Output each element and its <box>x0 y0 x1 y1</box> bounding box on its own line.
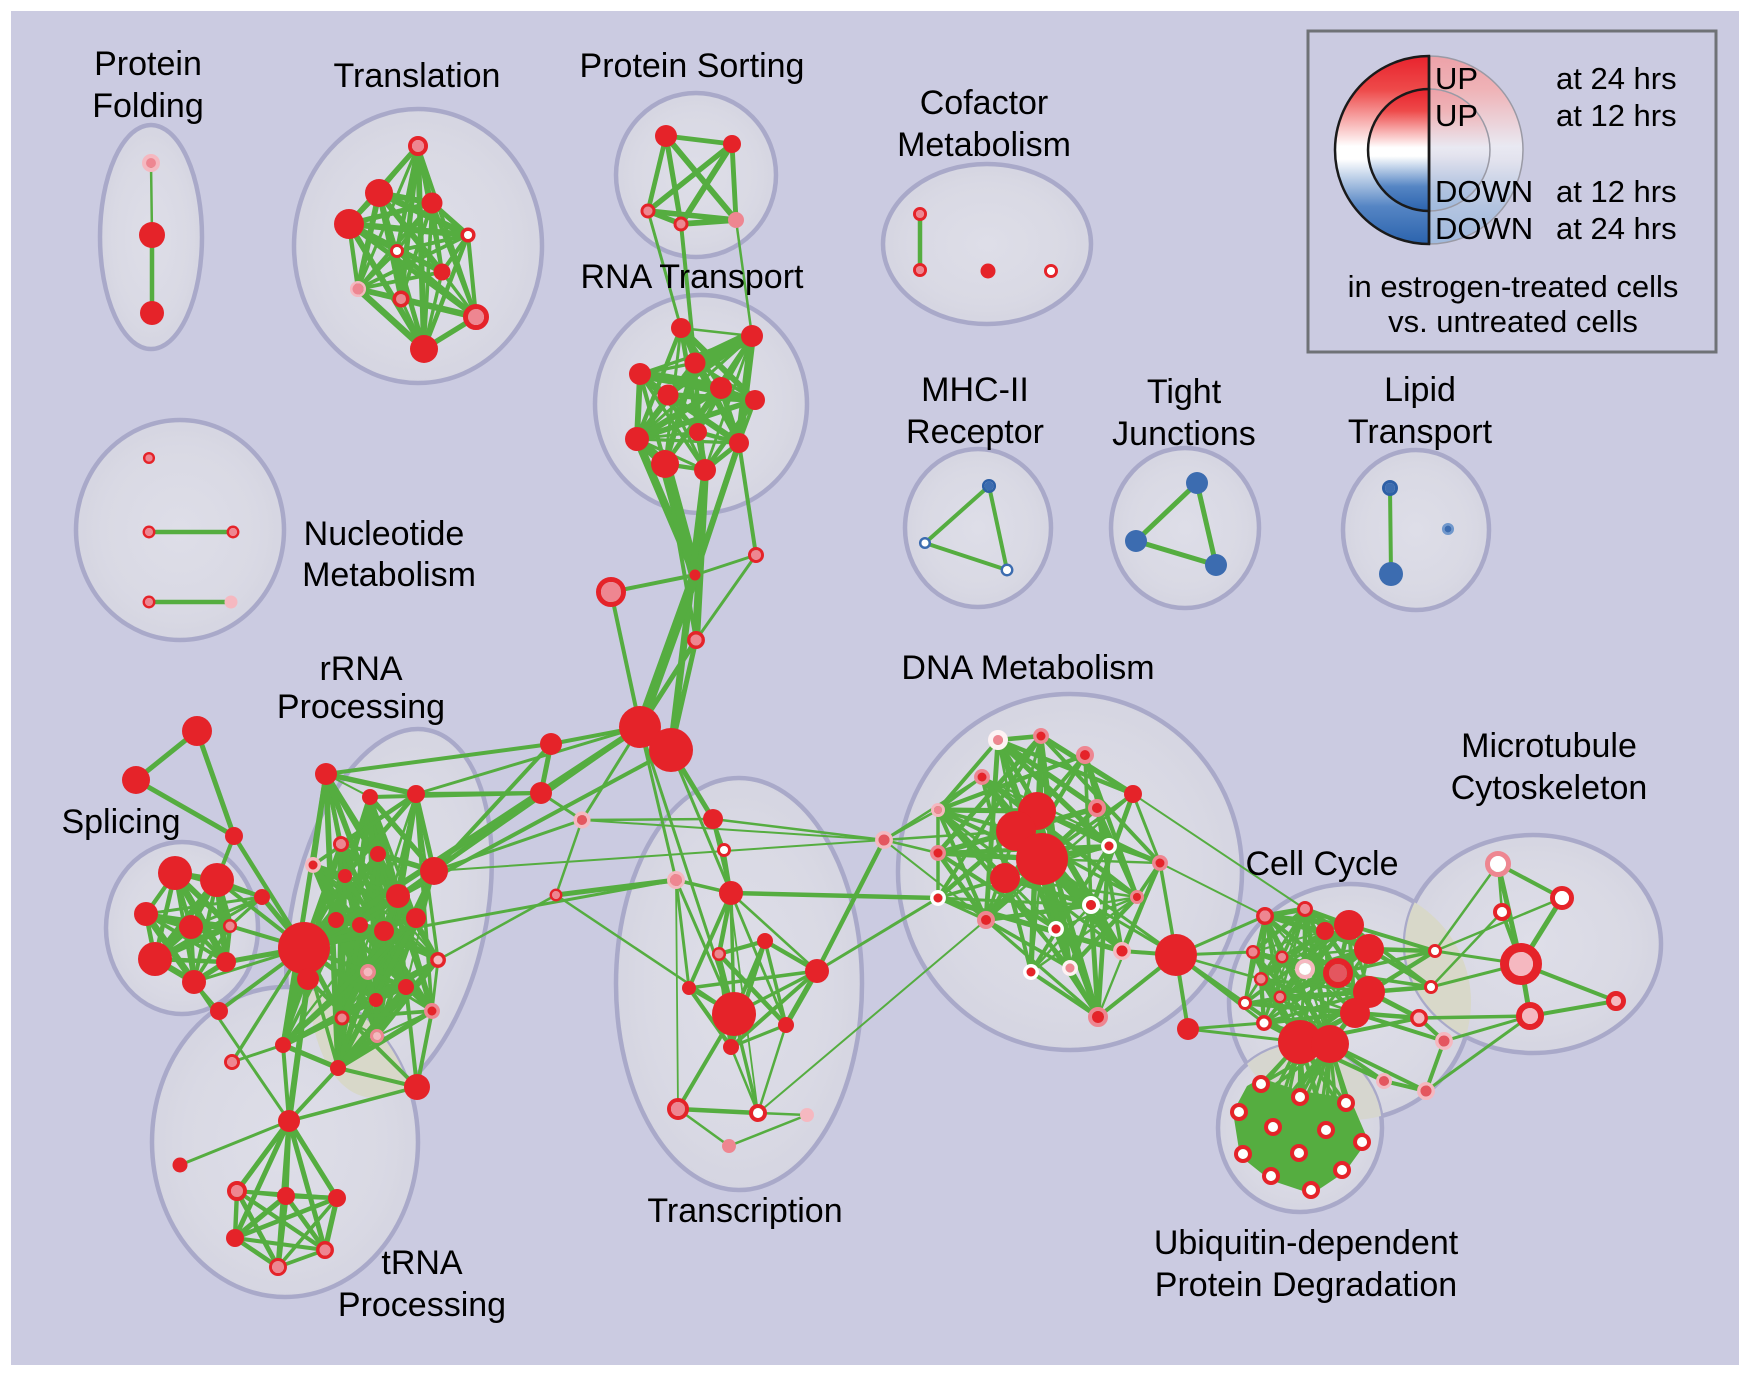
svg-text:at 12 hrs: at 12 hrs <box>1556 98 1677 133</box>
svg-text:UP: UP <box>1435 98 1478 133</box>
svg-text:in estrogen-treated cells: in estrogen-treated cells <box>1348 269 1679 304</box>
svg-text:DNA Metabolism: DNA Metabolism <box>901 649 1154 687</box>
svg-text:DOWN: DOWN <box>1435 174 1533 209</box>
svg-text:Processing: Processing <box>277 688 445 726</box>
svg-text:Junctions: Junctions <box>1112 415 1256 453</box>
svg-text:Protein Sorting: Protein Sorting <box>580 47 805 85</box>
svg-text:Nucleotide: Nucleotide <box>304 515 465 553</box>
svg-text:Metabolism: Metabolism <box>302 556 476 594</box>
svg-text:Ubiquitin-dependent: Ubiquitin-dependent <box>1154 1224 1459 1262</box>
svg-text:at 12 hrs: at 12 hrs <box>1556 174 1677 209</box>
svg-text:Protein Degradation: Protein Degradation <box>1155 1266 1457 1304</box>
svg-text:MHC-II: MHC-II <box>921 371 1029 409</box>
svg-text:Splicing: Splicing <box>61 803 180 841</box>
svg-text:Protein: Protein <box>94 45 202 83</box>
svg-text:Processing: Processing <box>338 1286 506 1324</box>
svg-text:Translation: Translation <box>334 57 501 95</box>
svg-text:Cofactor: Cofactor <box>920 84 1049 122</box>
svg-text:at 24 hrs: at 24 hrs <box>1556 211 1677 246</box>
svg-text:Metabolism: Metabolism <box>897 126 1071 164</box>
svg-text:Cell Cycle: Cell Cycle <box>1245 845 1398 883</box>
svg-text:Microtubule: Microtubule <box>1461 727 1637 765</box>
svg-text:at 24 hrs: at 24 hrs <box>1556 61 1677 96</box>
svg-text:DOWN: DOWN <box>1435 211 1533 246</box>
svg-text:UP: UP <box>1435 61 1478 96</box>
svg-text:Cytoskeleton: Cytoskeleton <box>1451 769 1648 807</box>
svg-text:Folding: Folding <box>92 87 204 125</box>
svg-text:rRNA: rRNA <box>319 650 402 688</box>
svg-text:Receptor: Receptor <box>906 413 1044 451</box>
svg-text:Lipid: Lipid <box>1384 371 1456 409</box>
svg-text:Transport: Transport <box>1348 413 1493 451</box>
svg-text:vs. untreated cells: vs. untreated cells <box>1388 304 1638 339</box>
svg-text:RNA Transport: RNA Transport <box>581 258 805 296</box>
svg-text:Transcription: Transcription <box>647 1192 842 1230</box>
svg-text:Tight: Tight <box>1147 373 1222 411</box>
svg-text:tRNA: tRNA <box>381 1244 463 1282</box>
